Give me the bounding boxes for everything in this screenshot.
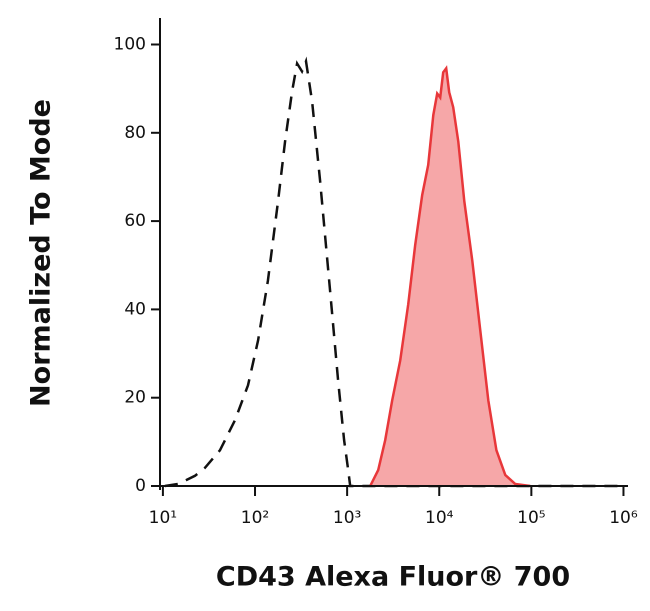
x-tick-label: 10⁵ [517,508,545,528]
x-tick-label: 10⁴ [425,508,454,528]
y-tick-label: 60 [124,211,146,231]
x-tick-label: 10² [241,508,269,528]
histogram-line [164,56,624,488]
y-tick-label: 20 [124,388,146,408]
histogram-line [369,65,531,488]
y-axis-title: Normalized To Mode [26,99,57,407]
y-tick-label: 80 [124,123,146,143]
x-axis-title: CD43 Alexa Fluor® 700 [216,562,570,593]
histogram-area [370,68,531,487]
x-tick-label: 10¹ [149,508,177,528]
y-tick-label: 0 [135,476,146,496]
y-tick-label: 40 [124,299,146,319]
y-tick-label: 100 [114,34,146,54]
x-tick-label: 10⁶ [609,508,638,528]
x-tick-label: 10³ [333,508,361,528]
